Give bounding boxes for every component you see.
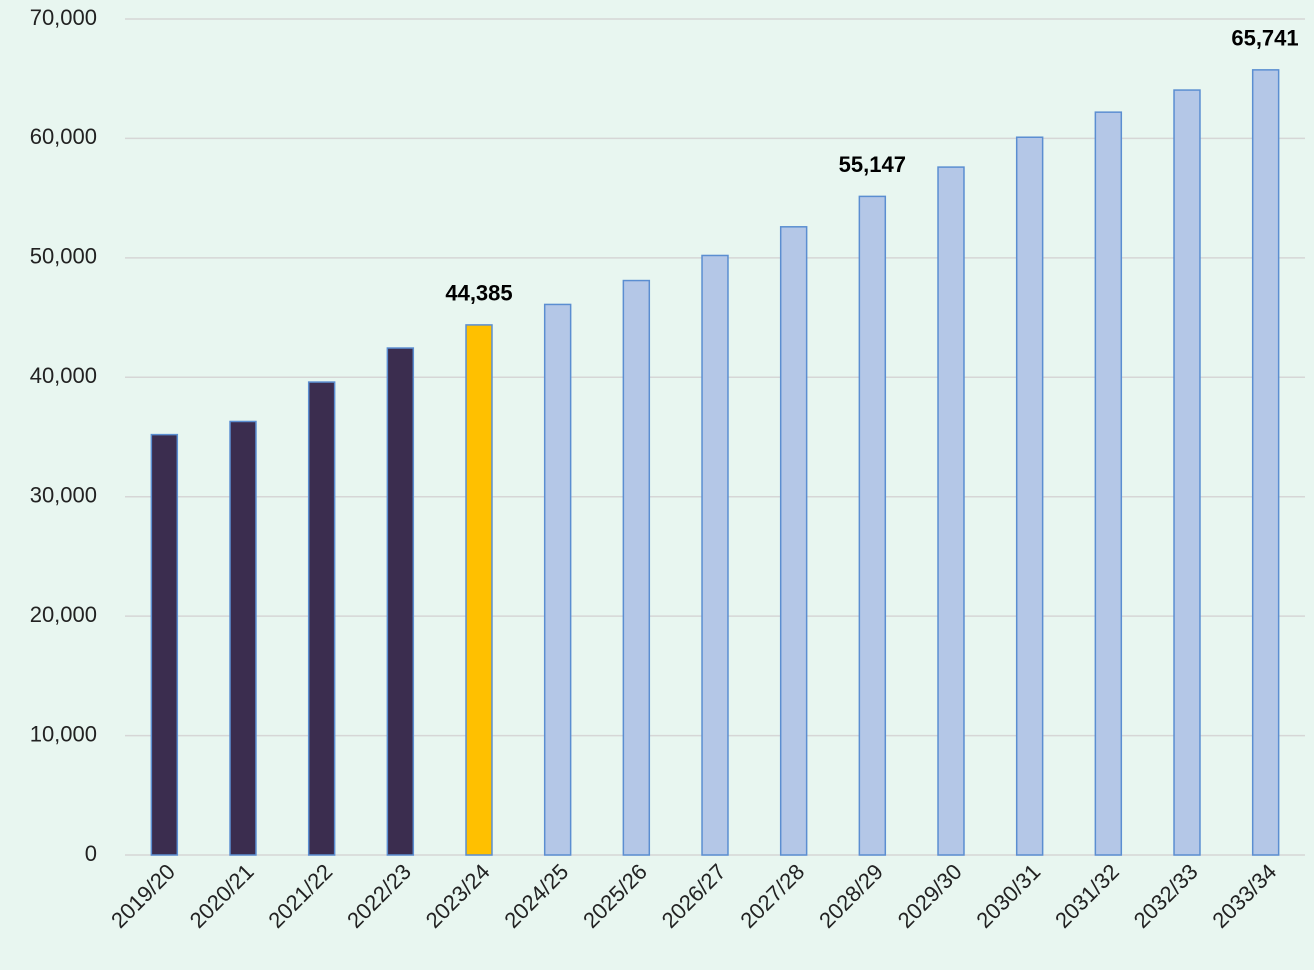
bar [937, 166, 965, 856]
data-label: 55,147 [839, 152, 906, 177]
bar [386, 347, 415, 856]
bar [622, 279, 651, 856]
bar [307, 381, 336, 856]
data-label: 65,741 [1231, 26, 1298, 51]
y-tick-label: 50,000 [30, 244, 97, 269]
bar [1251, 69, 1280, 856]
bar [229, 420, 257, 856]
y-tick-label: 40,000 [30, 363, 97, 388]
bar [150, 433, 179, 856]
y-tick-label: 60,000 [30, 124, 97, 149]
data-label: 44,385 [445, 281, 512, 306]
bar [1173, 89, 1201, 856]
y-tick-label: 70,000 [30, 5, 97, 30]
y-tick-label: 0 [85, 841, 97, 866]
y-tick-label: 30,000 [30, 483, 97, 508]
bar [543, 303, 572, 856]
bar [779, 226, 808, 856]
bar [1015, 136, 1044, 856]
bar [1094, 111, 1123, 856]
bar [858, 195, 887, 856]
y-tick-label: 20,000 [30, 602, 97, 627]
bar [701, 254, 729, 856]
y-tick-label: 10,000 [30, 721, 97, 746]
bar [465, 324, 493, 856]
